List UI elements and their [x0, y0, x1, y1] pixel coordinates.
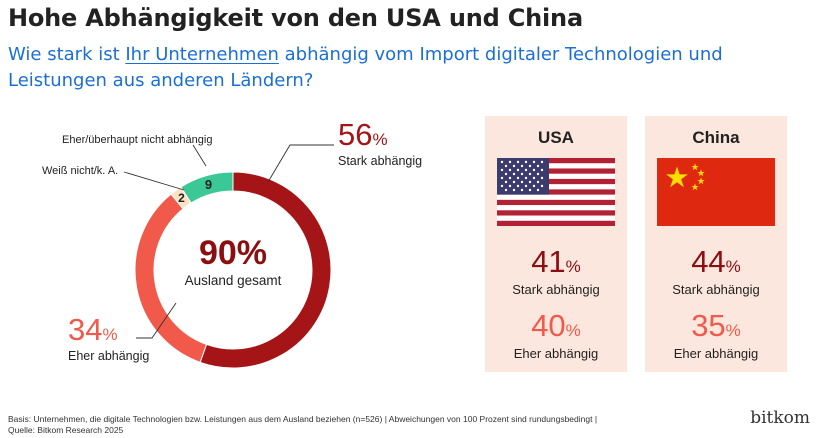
leader-lines [123, 144, 334, 339]
subtitle-part-1: Wie stark ist [8, 44, 126, 65]
china-strong-label: Stark abhängig [672, 282, 760, 297]
slice-not-value: 9 [205, 177, 212, 192]
center-value: 90% [198, 234, 268, 272]
china-somewhat-value: 35% [691, 308, 741, 343]
slice-strong-label: Stark abhängig [338, 154, 423, 168]
usa-somewhat-value: 40% [531, 308, 581, 343]
us-flag-icon [497, 158, 615, 226]
china-title: China [692, 128, 740, 147]
china-panel: China 44% Stark abhängig 35% Eher abhäng… [645, 116, 787, 372]
bitkom-logo: bitkom [750, 408, 810, 428]
slice-unknown-label: Weiß nicht/k. A. [42, 165, 119, 177]
footer-notes: Basis: Unternehmen, die digitale Technol… [8, 414, 597, 436]
usa-strong-label: Stark abhängig [512, 282, 600, 297]
leader-unknown [123, 171, 185, 191]
usa-panel: USA 41% Stark abhängig 40% Eher abhängig [485, 116, 627, 372]
usa-strong-value: 41% [531, 244, 581, 279]
question-subtitle: Wie stark ist Ihr Unternehmen abhängig v… [8, 42, 808, 94]
footer-source: Quelle: Bitkom Research 2025 [8, 425, 124, 435]
china-strong-value: 44% [691, 244, 741, 279]
center-label: Ausland gesamt [184, 273, 282, 288]
slice-strong-value: 56% [338, 117, 388, 152]
slice-somewhat-value: 34% [68, 312, 118, 347]
slice-unknown-value: 2 [178, 191, 185, 205]
donut-slices: 29 [134, 171, 332, 369]
leader-strong [267, 144, 334, 183]
usa-title: USA [538, 128, 574, 147]
subtitle-part-2: abhängig vom Import digitaler Technologi… [8, 44, 723, 91]
usa-somewhat-label: Eher abhängig [513, 346, 599, 361]
subtitle-highlight: Ihr Unternehmen [125, 44, 279, 65]
footer-basis: Basis: Unternehmen, die digitale Technol… [8, 414, 598, 424]
slice-not [180, 171, 234, 204]
leader-not [192, 144, 207, 167]
slice-somewhat-label: Eher abhängig [68, 349, 150, 363]
leader-somewhat [136, 302, 177, 339]
page-title: Hohe Abhängigkeit von den USA und China [8, 4, 583, 32]
china-flag-icon [657, 158, 775, 226]
donut-center: 90% Ausland gesamt [169, 234, 297, 288]
china-somewhat-label: Eher abhängig [673, 346, 759, 361]
slice-not-label: Eher/überhaupt nicht abhängig [62, 134, 213, 146]
